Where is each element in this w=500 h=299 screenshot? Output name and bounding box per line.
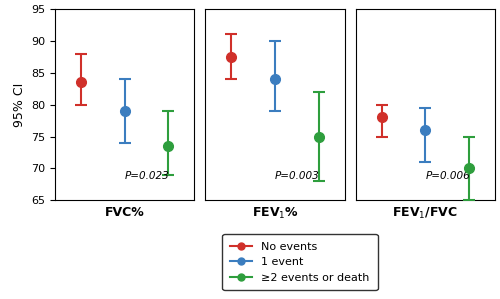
Text: P=0.006: P=0.006 xyxy=(426,171,470,181)
X-axis label: FEV$_1$%: FEV$_1$% xyxy=(252,206,298,221)
X-axis label: FEV$_1$/FVC: FEV$_1$/FVC xyxy=(392,206,458,221)
Y-axis label: 95% CI: 95% CI xyxy=(12,83,26,127)
Text: P=0.003: P=0.003 xyxy=(275,171,320,181)
Text: P=0.023: P=0.023 xyxy=(124,171,170,181)
Legend: No events, 1 event, ≥2 events or death: No events, 1 event, ≥2 events or death xyxy=(222,234,378,290)
X-axis label: FVC%: FVC% xyxy=(104,206,144,219)
